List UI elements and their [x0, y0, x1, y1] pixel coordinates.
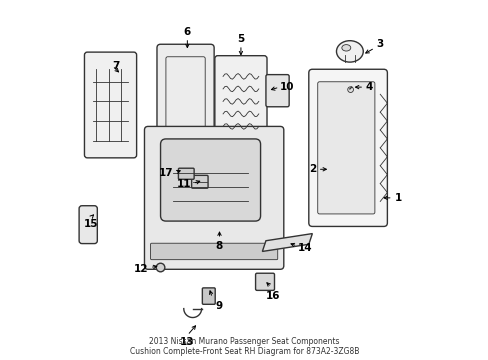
- FancyBboxPatch shape: [160, 139, 260, 221]
- Text: 2013 Nissan Murano Passenger Seat Components
Cushion Complete-Front Seat RH Diag: 2013 Nissan Murano Passenger Seat Compon…: [129, 337, 359, 356]
- FancyBboxPatch shape: [308, 69, 386, 226]
- FancyBboxPatch shape: [214, 56, 266, 140]
- Text: 4: 4: [365, 82, 372, 92]
- Circle shape: [156, 263, 164, 272]
- FancyBboxPatch shape: [202, 288, 215, 304]
- FancyBboxPatch shape: [144, 126, 283, 269]
- Text: 3: 3: [376, 39, 383, 49]
- Text: 12: 12: [133, 264, 148, 274]
- Polygon shape: [262, 234, 312, 251]
- Text: 8: 8: [215, 241, 223, 251]
- FancyBboxPatch shape: [150, 243, 277, 260]
- Text: 10: 10: [280, 82, 294, 92]
- FancyBboxPatch shape: [317, 82, 374, 214]
- FancyBboxPatch shape: [178, 168, 194, 179]
- Circle shape: [347, 87, 353, 93]
- Text: 17: 17: [158, 168, 173, 178]
- Text: 16: 16: [265, 291, 280, 301]
- Text: 1: 1: [394, 193, 401, 203]
- FancyBboxPatch shape: [255, 273, 274, 291]
- Text: 14: 14: [298, 243, 312, 253]
- Text: 5: 5: [237, 34, 244, 44]
- FancyBboxPatch shape: [265, 75, 288, 107]
- FancyBboxPatch shape: [157, 44, 214, 148]
- Text: 15: 15: [83, 219, 98, 229]
- Text: 9: 9: [216, 301, 223, 311]
- Text: 7: 7: [112, 61, 120, 71]
- Text: 11: 11: [176, 179, 190, 189]
- Text: 2: 2: [308, 164, 315, 174]
- Text: 13: 13: [180, 337, 194, 347]
- Ellipse shape: [341, 45, 350, 51]
- FancyBboxPatch shape: [84, 52, 136, 158]
- FancyBboxPatch shape: [79, 206, 97, 244]
- Text: 6: 6: [183, 27, 191, 37]
- Ellipse shape: [336, 41, 363, 62]
- FancyBboxPatch shape: [191, 175, 207, 188]
